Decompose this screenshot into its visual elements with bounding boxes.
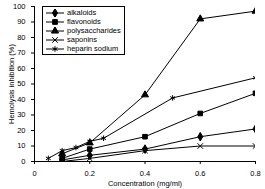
svg-text:10: 10 xyxy=(17,141,25,150)
svg-text:60: 60 xyxy=(17,64,25,73)
svg-text:70: 70 xyxy=(17,48,25,57)
svg-text:100: 100 xyxy=(13,2,26,11)
svg-text:0.4: 0.4 xyxy=(140,169,150,178)
html-text:polysaccharides: polysaccharides xyxy=(67,26,121,35)
svg-text:80: 80 xyxy=(17,33,25,42)
svg-text:20: 20 xyxy=(17,126,25,135)
svg-text:0: 0 xyxy=(32,169,36,178)
svg-text:40: 40 xyxy=(17,95,25,104)
svg-text:Hemolysis inhibition (%): Hemolysis inhibition (%) xyxy=(7,43,16,124)
svg-text:Concentration (mg/ml): Concentration (mg/ml) xyxy=(108,179,183,188)
svg-text:0: 0 xyxy=(21,157,25,166)
svg-text:30: 30 xyxy=(17,110,25,119)
html-text:alkaloids: alkaloids xyxy=(67,8,97,17)
svg-text:0.8: 0.8 xyxy=(250,169,260,178)
html-text:heparin sodium: heparin sodium xyxy=(67,44,119,53)
svg-text:0.6: 0.6 xyxy=(195,169,205,178)
svg-text:0.2: 0.2 xyxy=(85,169,95,178)
svg-text:90: 90 xyxy=(17,17,25,26)
html-text:saponins: saponins xyxy=(67,35,97,44)
svg-text:50: 50 xyxy=(17,79,25,88)
html-text:flavonoids: flavonoids xyxy=(67,17,101,26)
